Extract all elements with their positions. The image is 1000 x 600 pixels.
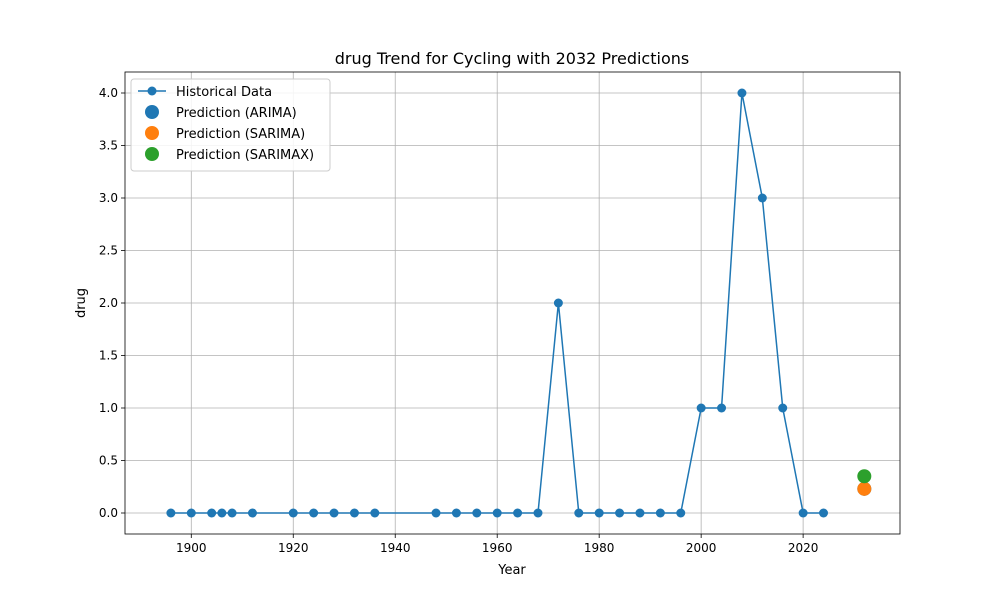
historical-data-point	[329, 508, 339, 518]
tick-layer: 1900 1920 1940 1960 1980 2000 2020 0.0 0.5 1.0 1.5…	[99, 86, 818, 555]
historical-data-point	[370, 508, 380, 518]
historical-data-point	[472, 508, 482, 518]
historical-data-point	[655, 508, 665, 518]
historical-data-point	[309, 508, 319, 518]
historical-data-point	[778, 403, 788, 413]
historical-data-point	[492, 508, 502, 518]
historical-data-point	[533, 508, 543, 518]
historical-data-point	[451, 508, 461, 518]
x-tick-label: 1980	[584, 541, 615, 555]
legend-point-marker	[147, 86, 157, 96]
y-tick-label: 0.0	[99, 506, 118, 520]
legend-point-marker	[145, 147, 159, 161]
y-axis-label: drug	[74, 288, 89, 318]
historical-data-point	[217, 508, 227, 518]
historical-data-point	[635, 508, 645, 518]
historical-data-point	[247, 508, 257, 518]
legend-label: Prediction (ARIMA)	[176, 106, 297, 121]
legend-label: Prediction (SARIMAX)	[176, 148, 314, 163]
historical-data-point	[717, 403, 727, 413]
historical-data-point	[207, 508, 217, 518]
historical-data-point	[553, 298, 563, 308]
legend: Historical Data Prediction (ARIMA) Predict…	[130, 78, 331, 172]
historical-data-point	[737, 88, 747, 98]
historical-data-point	[696, 403, 706, 413]
x-tick-label: 1900	[176, 541, 207, 555]
legend-label: Historical Data	[176, 85, 272, 100]
x-tick-label: 2020	[788, 541, 819, 555]
historical-data-point	[431, 508, 441, 518]
historical-data-point	[615, 508, 625, 518]
historical-data-point	[574, 508, 584, 518]
historical-data-point	[798, 508, 808, 518]
y-tick-label: 2.5	[99, 244, 118, 258]
y-tick-label: 3.0	[99, 191, 118, 205]
historical-data-point	[288, 508, 298, 518]
chart-title: drug Trend for Cycling with 2032 Predict…	[335, 49, 689, 68]
y-tick-label: 1.0	[99, 401, 118, 415]
y-tick-label: 1.5	[99, 349, 118, 363]
y-tick-label: 0.5	[99, 454, 118, 468]
y-tick-label: 2.0	[99, 296, 118, 310]
series-layer	[166, 88, 872, 518]
historical-data-point	[186, 508, 196, 518]
x-tick-label: 1960	[482, 541, 513, 555]
historical-data-point	[513, 508, 523, 518]
legend-label: Prediction (SARIMA)	[176, 127, 305, 142]
legend-point-marker	[145, 126, 159, 140]
x-tick-label: 1940	[380, 541, 411, 555]
historical-data-point	[594, 508, 604, 518]
historical-data-point	[676, 508, 686, 518]
prediction-point-prediction-sarimax	[857, 469, 872, 484]
legend-box	[130, 78, 331, 172]
historical-data-point	[819, 508, 829, 518]
x-tick-label: 1920	[278, 541, 309, 555]
historical-data-point	[349, 508, 359, 518]
x-axis-label: Year	[497, 563, 526, 578]
historical-data-point	[227, 508, 237, 518]
legend-point-marker	[145, 105, 159, 119]
prediction-point-prediction-sarima	[857, 481, 872, 496]
historical-data-point	[166, 508, 176, 518]
x-tick-label: 2000	[686, 541, 717, 555]
y-tick-label: 3.5	[99, 139, 118, 153]
y-tick-label: 4.0	[99, 86, 118, 100]
historical-data-point	[757, 193, 767, 203]
